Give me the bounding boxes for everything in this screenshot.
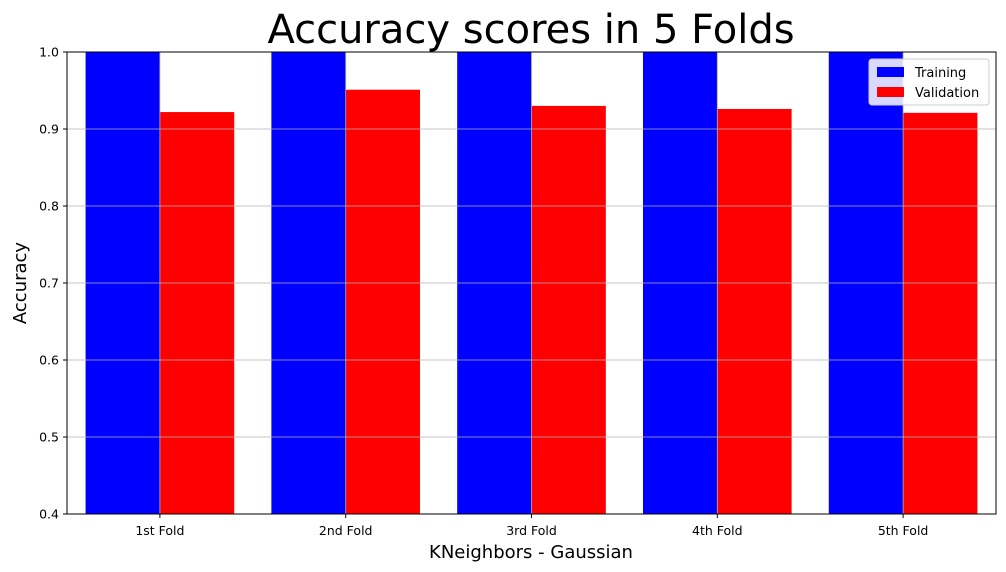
y-tick-label: 0.4 — [39, 507, 59, 522]
chart-title: Accuracy scores in 5 Folds — [267, 7, 794, 53]
legend-label: Training — [914, 66, 966, 81]
bar-validation — [159, 112, 235, 514]
bar-validation — [903, 112, 978, 514]
x-tick-label: 5th Fold — [878, 523, 929, 538]
legend: Training Validation — [868, 58, 990, 106]
x-tick-label: 1st Fold — [135, 523, 184, 538]
y-tick-label: 0.8 — [39, 199, 59, 214]
x-axis-label: KNeighbors - Gaussian — [429, 542, 633, 563]
bar-validation — [531, 105, 606, 515]
x-tick-label: 3rd Fold — [506, 523, 557, 538]
y-axis-label: Accuracy — [10, 242, 31, 325]
legend-swatch — [877, 67, 904, 77]
bar-validation — [345, 89, 421, 514]
x-axis-ticks: 1st Fold 2nd Fold 3rd Fold 4th Fold 5th Fold — [135, 514, 928, 538]
y-tick-label: 0.6 — [39, 353, 59, 368]
y-tick-label: 0.7 — [39, 276, 59, 291]
x-tick-label: 2nd Fold — [319, 523, 373, 538]
y-axis-ticks: 0.4 0.5 0.6 0.7 0.8 0.9 1.0 — [39, 45, 67, 522]
bar-validation — [717, 108, 792, 514]
y-tick-label: 0.5 — [39, 430, 59, 445]
y-tick-label: 1.0 — [39, 45, 59, 60]
y-tick-label: 0.9 — [39, 122, 59, 137]
legend-swatch — [877, 87, 904, 97]
x-tick-label: 4th Fold — [692, 523, 743, 538]
legend-label: Validation — [915, 86, 979, 101]
